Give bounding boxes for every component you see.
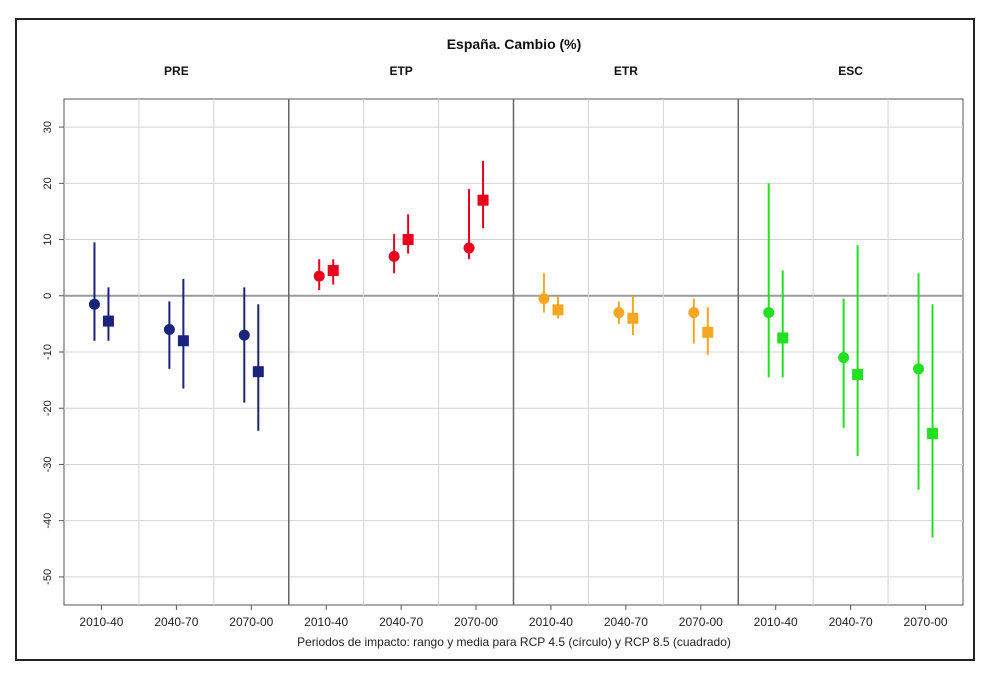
mean-circle-marker bbox=[88, 298, 100, 310]
mean-square-marker bbox=[702, 326, 714, 338]
mean-square-marker bbox=[552, 304, 564, 316]
mean-square-marker bbox=[927, 428, 939, 440]
x-tick-label: 2040-70 bbox=[379, 615, 423, 629]
mean-circle-marker bbox=[163, 324, 175, 336]
x-tick-label: 2070-00 bbox=[679, 615, 723, 629]
x-axis-label: Periodos de impacto: rango y media para … bbox=[297, 635, 731, 649]
mean-circle-marker bbox=[913, 363, 925, 375]
x-tick-label: 2010-40 bbox=[529, 615, 573, 629]
y-tick-label: 30 bbox=[42, 121, 54, 133]
y-tick-label: -20 bbox=[42, 400, 54, 416]
panel-title: PRE bbox=[164, 64, 189, 78]
x-tick-label: 2070-00 bbox=[229, 615, 273, 629]
mean-square-marker bbox=[402, 234, 414, 246]
mean-circle-marker bbox=[763, 307, 775, 319]
mean-circle-marker bbox=[463, 242, 475, 254]
mean-square-marker bbox=[477, 194, 489, 206]
mean-square-marker bbox=[852, 368, 864, 380]
y-tick-label: 20 bbox=[42, 177, 54, 189]
x-tick-label: 2010-40 bbox=[754, 615, 798, 629]
y-tick-label: -50 bbox=[42, 569, 54, 585]
y-tick-label: 0 bbox=[42, 293, 54, 299]
x-tick-label: 2010-40 bbox=[304, 615, 348, 629]
mean-circle-marker bbox=[538, 293, 550, 305]
mean-square-marker bbox=[177, 335, 189, 347]
mean-square-marker bbox=[327, 264, 339, 276]
panel-title: ETR bbox=[614, 64, 638, 78]
chart-frame: España. Cambio (%) PRE ETP ETR ESC 30 20 10 0 -… bbox=[15, 18, 975, 661]
y-tick-label: 10 bbox=[42, 233, 54, 245]
y-tick-label: -40 bbox=[42, 513, 54, 529]
panel-title: ETP bbox=[389, 64, 412, 78]
mean-square-marker bbox=[627, 312, 639, 324]
mean-square-marker bbox=[777, 332, 789, 344]
mean-circle-marker bbox=[613, 307, 625, 319]
mean-circle-marker bbox=[238, 329, 250, 341]
x-tick-label: 2040-70 bbox=[829, 615, 873, 629]
y-tick-label: -10 bbox=[42, 344, 54, 360]
y-tick-label: -30 bbox=[42, 456, 54, 472]
x-tick-label: 2070-00 bbox=[454, 615, 498, 629]
mean-square-marker bbox=[102, 315, 114, 327]
x-tick-label: 2070-00 bbox=[904, 615, 948, 629]
x-tick-label: 2040-70 bbox=[154, 615, 198, 629]
chart-title: España. Cambio (%) bbox=[447, 36, 582, 52]
mean-circle-marker bbox=[688, 307, 700, 319]
mean-circle-marker bbox=[838, 352, 850, 364]
x-tick-label: 2040-70 bbox=[604, 615, 648, 629]
mean-circle-marker bbox=[313, 270, 325, 282]
x-tick-label: 2010-40 bbox=[79, 615, 123, 629]
change-chart: España. Cambio (%) PRE ETP ETR ESC 30 20 10 0 -… bbox=[42, 36, 964, 649]
mean-square-marker bbox=[252, 366, 264, 378]
panel-title: ESC bbox=[838, 64, 863, 78]
mean-circle-marker bbox=[388, 250, 400, 262]
